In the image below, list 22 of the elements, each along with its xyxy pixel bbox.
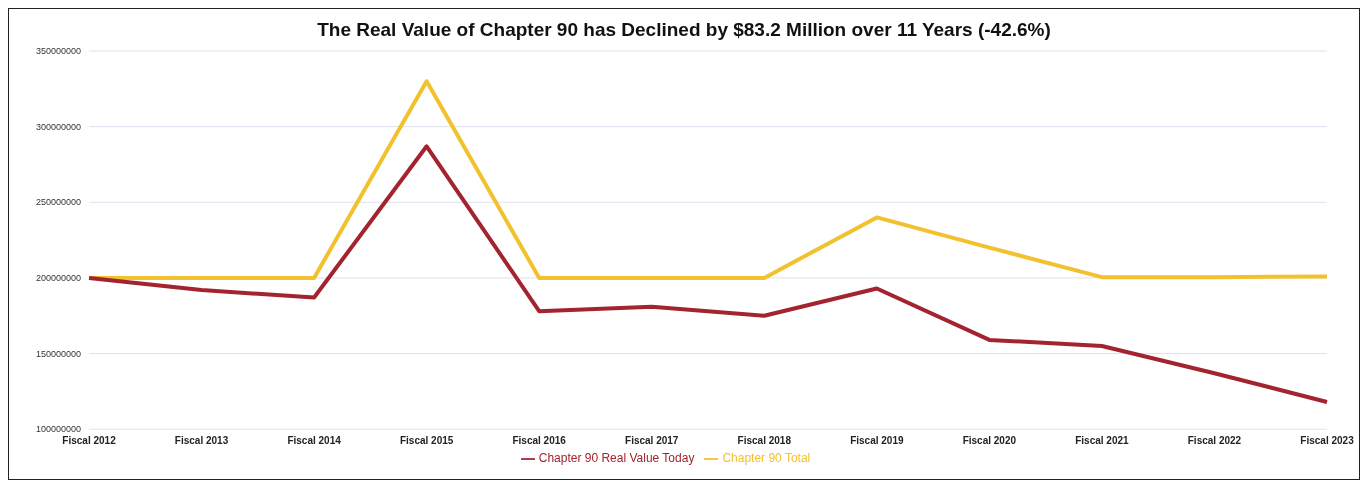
x-tick-label: Fiscal 2019 <box>850 435 904 447</box>
x-tick-label: Fiscal 2016 <box>512 435 567 447</box>
chart-title: The Real Value of Chapter 90 has Declined by $83.2 Million over 11 Years (-42.6%) <box>316 19 1052 41</box>
line-series <box>87 144 1329 404</box>
x-tick-label: Fiscal 2020 <box>962 435 1017 447</box>
x-tick-label: Fiscal 2022 <box>1187 435 1242 447</box>
x-tick-label: Fiscal 2017 <box>625 435 679 447</box>
x-tick-label: Fiscal 2018 <box>737 435 792 447</box>
y-tick-label: 250000000 <box>35 197 81 208</box>
x-tick-label: Fiscal 2015 <box>399 435 454 447</box>
y-tick-label: 300000000 <box>35 121 81 132</box>
x-tick-label: Fiscal 2021 <box>1075 435 1130 447</box>
x-tick-label: Fiscal 2012 <box>62 435 117 447</box>
x-tick-label: Fiscal 2014 <box>287 435 342 447</box>
y-tick-label: 100000000 <box>35 424 81 435</box>
legend-label: Chapter 90 Total <box>722 451 811 466</box>
y-tick-label: 150000000 <box>35 348 81 359</box>
y-tick-label: 200000000 <box>35 273 81 284</box>
x-tick-label: Fiscal 2013 <box>174 435 229 447</box>
y-tick-label: 350000000 <box>35 46 81 57</box>
legend-label: Chapter 90 Real Value Today <box>538 451 695 466</box>
x-tick-label: Fiscal 2023 <box>1300 435 1355 447</box>
